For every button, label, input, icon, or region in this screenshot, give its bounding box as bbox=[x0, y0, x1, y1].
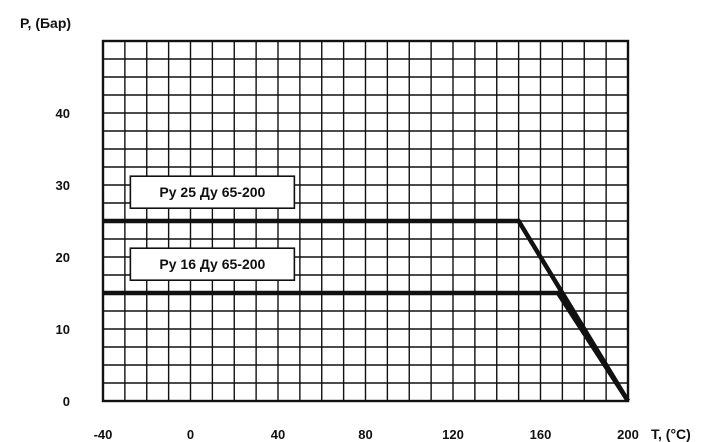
y-tick-labels: 0 10 20 30 40 bbox=[56, 106, 70, 409]
series-labels: Ру 25 Ду 65-200 Ру 16 Ду 65-200 bbox=[129, 175, 296, 281]
series-label-text: Ру 16 Ду 65-200 bbox=[159, 256, 265, 272]
series-label-box bbox=[129, 247, 296, 281]
x-tick-label: 80 bbox=[358, 427, 372, 442]
x-tick-label: 0 bbox=[187, 427, 194, 442]
series-label-box bbox=[129, 175, 296, 209]
series-lines bbox=[103, 218, 630, 403]
y-tick-label: 20 bbox=[56, 250, 70, 265]
series-label-text: Ру 25 Ду 65-200 bbox=[159, 184, 265, 200]
x-tick-label: -40 bbox=[94, 427, 113, 442]
y-tick-label: 30 bbox=[56, 178, 70, 193]
y-tick-label: 40 bbox=[56, 106, 70, 121]
x-tick-label: 40 bbox=[271, 427, 285, 442]
y-tick-label: 0 bbox=[63, 394, 70, 409]
y-axis-label: P, (Бар) bbox=[20, 15, 71, 31]
x-tick-label: 200 bbox=[617, 427, 639, 442]
x-axis-label: T, (°C) bbox=[651, 426, 691, 442]
x-tick-label: 120 bbox=[442, 427, 464, 442]
x-tick-labels: -40 0 40 80 120 160 200 bbox=[94, 427, 639, 442]
x-tick-label: 160 bbox=[530, 427, 552, 442]
y-tick-label: 10 bbox=[56, 322, 70, 337]
series-line-2 bbox=[103, 290, 630, 403]
